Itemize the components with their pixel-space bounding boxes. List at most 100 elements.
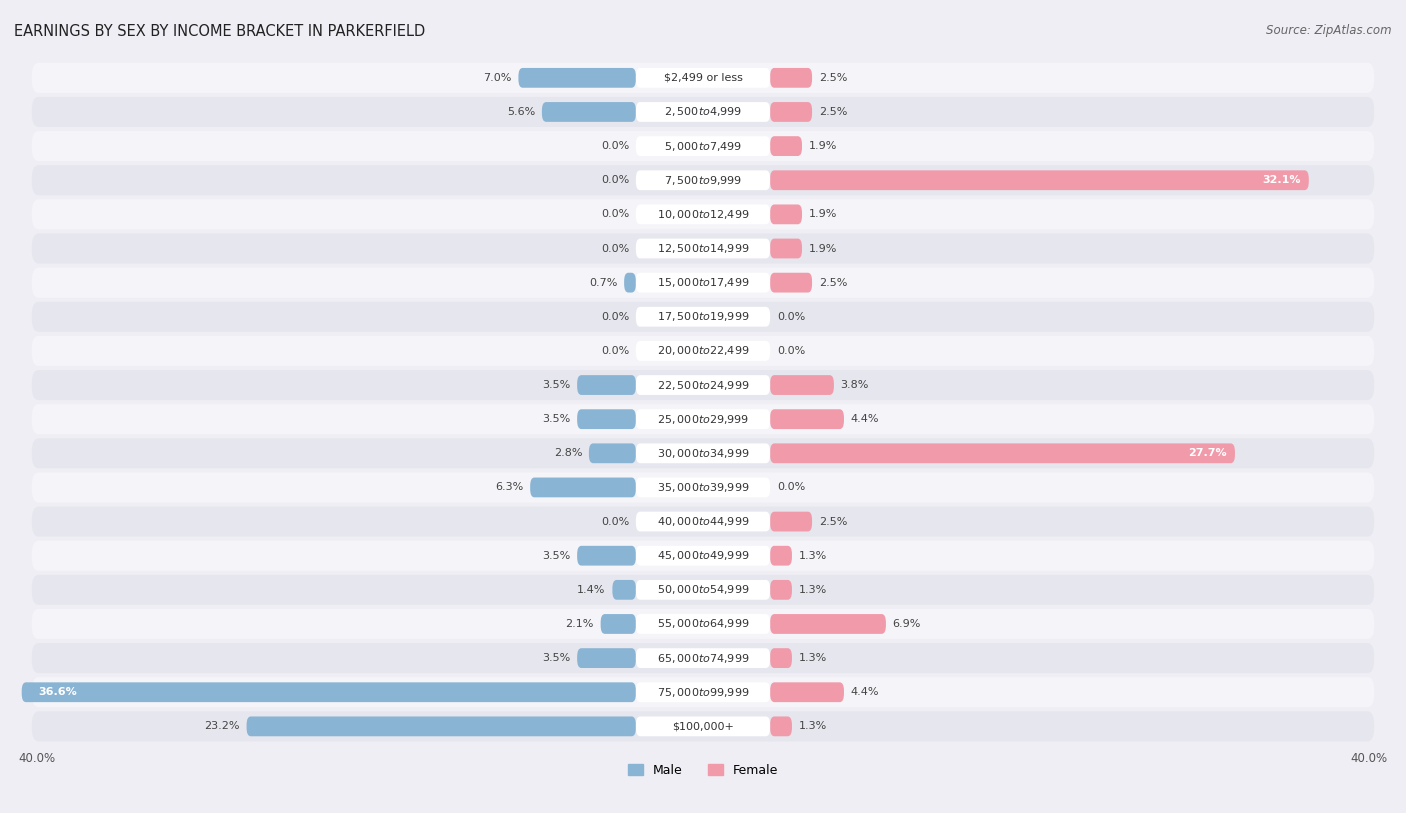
Text: $7,500 to $9,999: $7,500 to $9,999 bbox=[664, 174, 742, 187]
FancyBboxPatch shape bbox=[770, 648, 792, 668]
FancyBboxPatch shape bbox=[636, 272, 770, 293]
FancyBboxPatch shape bbox=[770, 511, 813, 532]
Text: 1.9%: 1.9% bbox=[808, 141, 837, 151]
FancyBboxPatch shape bbox=[770, 580, 792, 600]
Text: 0.7%: 0.7% bbox=[589, 277, 617, 288]
FancyBboxPatch shape bbox=[636, 477, 770, 498]
Text: 6.3%: 6.3% bbox=[495, 482, 523, 493]
Text: $12,500 to $14,999: $12,500 to $14,999 bbox=[657, 242, 749, 255]
FancyBboxPatch shape bbox=[636, 546, 770, 566]
FancyBboxPatch shape bbox=[32, 302, 1374, 332]
Text: 3.5%: 3.5% bbox=[543, 414, 571, 424]
Text: $100,000+: $100,000+ bbox=[672, 721, 734, 732]
FancyBboxPatch shape bbox=[32, 131, 1374, 161]
FancyBboxPatch shape bbox=[32, 609, 1374, 639]
FancyBboxPatch shape bbox=[32, 677, 1374, 707]
FancyBboxPatch shape bbox=[636, 137, 770, 156]
Text: 0.0%: 0.0% bbox=[600, 311, 628, 322]
FancyBboxPatch shape bbox=[636, 238, 770, 259]
FancyBboxPatch shape bbox=[32, 165, 1374, 195]
Text: 23.2%: 23.2% bbox=[204, 721, 240, 732]
Text: $10,000 to $12,499: $10,000 to $12,499 bbox=[657, 208, 749, 221]
Text: 0.0%: 0.0% bbox=[600, 210, 628, 220]
FancyBboxPatch shape bbox=[636, 682, 770, 702]
Text: EARNINGS BY SEX BY INCOME BRACKET IN PARKERFIELD: EARNINGS BY SEX BY INCOME BRACKET IN PAR… bbox=[14, 24, 425, 39]
Text: 1.4%: 1.4% bbox=[578, 585, 606, 595]
FancyBboxPatch shape bbox=[32, 199, 1374, 229]
FancyBboxPatch shape bbox=[770, 137, 801, 156]
FancyBboxPatch shape bbox=[613, 580, 636, 600]
Text: 7.0%: 7.0% bbox=[484, 73, 512, 83]
FancyBboxPatch shape bbox=[770, 716, 792, 737]
Text: 2.8%: 2.8% bbox=[554, 448, 582, 459]
FancyBboxPatch shape bbox=[576, 375, 636, 395]
Text: $25,000 to $29,999: $25,000 to $29,999 bbox=[657, 413, 749, 426]
FancyBboxPatch shape bbox=[770, 102, 813, 122]
Text: 3.8%: 3.8% bbox=[841, 380, 869, 390]
Text: $2,499 or less: $2,499 or less bbox=[664, 73, 742, 83]
FancyBboxPatch shape bbox=[21, 682, 636, 702]
Text: 1.3%: 1.3% bbox=[799, 585, 827, 595]
Text: $20,000 to $22,499: $20,000 to $22,499 bbox=[657, 345, 749, 358]
FancyBboxPatch shape bbox=[770, 272, 813, 293]
FancyBboxPatch shape bbox=[770, 205, 801, 224]
FancyBboxPatch shape bbox=[32, 575, 1374, 605]
Text: $30,000 to $34,999: $30,000 to $34,999 bbox=[657, 447, 749, 460]
Text: 1.3%: 1.3% bbox=[799, 653, 827, 663]
Legend: Male, Female: Male, Female bbox=[628, 764, 778, 777]
FancyBboxPatch shape bbox=[636, 205, 770, 224]
Text: 36.6%: 36.6% bbox=[38, 687, 77, 698]
Text: 2.5%: 2.5% bbox=[818, 516, 848, 527]
FancyBboxPatch shape bbox=[624, 272, 636, 293]
FancyBboxPatch shape bbox=[530, 477, 636, 498]
Text: 2.1%: 2.1% bbox=[565, 619, 593, 629]
Text: 3.5%: 3.5% bbox=[543, 653, 571, 663]
FancyBboxPatch shape bbox=[32, 370, 1374, 400]
FancyBboxPatch shape bbox=[519, 68, 636, 88]
FancyBboxPatch shape bbox=[32, 404, 1374, 434]
FancyBboxPatch shape bbox=[636, 102, 770, 122]
Text: 3.5%: 3.5% bbox=[543, 550, 571, 561]
Text: 4.4%: 4.4% bbox=[851, 414, 879, 424]
Text: 2.5%: 2.5% bbox=[818, 107, 848, 117]
FancyBboxPatch shape bbox=[770, 171, 1309, 190]
FancyBboxPatch shape bbox=[589, 443, 636, 463]
Text: 27.7%: 27.7% bbox=[1188, 448, 1226, 459]
FancyBboxPatch shape bbox=[770, 375, 834, 395]
Text: 3.5%: 3.5% bbox=[543, 380, 571, 390]
FancyBboxPatch shape bbox=[636, 409, 770, 429]
FancyBboxPatch shape bbox=[770, 443, 1234, 463]
Text: 2.5%: 2.5% bbox=[818, 73, 848, 83]
Text: 5.6%: 5.6% bbox=[508, 107, 536, 117]
Text: 32.1%: 32.1% bbox=[1263, 176, 1301, 185]
FancyBboxPatch shape bbox=[636, 375, 770, 395]
Text: $55,000 to $64,999: $55,000 to $64,999 bbox=[657, 617, 749, 630]
Text: 6.9%: 6.9% bbox=[893, 619, 921, 629]
FancyBboxPatch shape bbox=[770, 614, 886, 634]
FancyBboxPatch shape bbox=[32, 711, 1374, 741]
FancyBboxPatch shape bbox=[32, 438, 1374, 468]
FancyBboxPatch shape bbox=[636, 443, 770, 463]
FancyBboxPatch shape bbox=[32, 472, 1374, 502]
FancyBboxPatch shape bbox=[32, 336, 1374, 366]
Text: $35,000 to $39,999: $35,000 to $39,999 bbox=[657, 481, 749, 494]
Text: 0.0%: 0.0% bbox=[600, 141, 628, 151]
Text: 0.0%: 0.0% bbox=[600, 176, 628, 185]
Text: $50,000 to $54,999: $50,000 to $54,999 bbox=[657, 584, 749, 597]
FancyBboxPatch shape bbox=[32, 63, 1374, 93]
Text: $17,500 to $19,999: $17,500 to $19,999 bbox=[657, 311, 749, 324]
FancyBboxPatch shape bbox=[541, 102, 636, 122]
Text: 1.3%: 1.3% bbox=[799, 550, 827, 561]
Text: 40.0%: 40.0% bbox=[18, 752, 55, 765]
Text: $45,000 to $49,999: $45,000 to $49,999 bbox=[657, 550, 749, 563]
Text: $40,000 to $44,999: $40,000 to $44,999 bbox=[657, 515, 749, 528]
Text: 0.0%: 0.0% bbox=[600, 346, 628, 356]
Text: $75,000 to $99,999: $75,000 to $99,999 bbox=[657, 685, 749, 698]
FancyBboxPatch shape bbox=[32, 643, 1374, 673]
Text: 0.0%: 0.0% bbox=[778, 311, 806, 322]
FancyBboxPatch shape bbox=[636, 68, 770, 88]
FancyBboxPatch shape bbox=[246, 716, 636, 737]
FancyBboxPatch shape bbox=[770, 546, 792, 566]
FancyBboxPatch shape bbox=[770, 238, 801, 259]
FancyBboxPatch shape bbox=[636, 716, 770, 737]
